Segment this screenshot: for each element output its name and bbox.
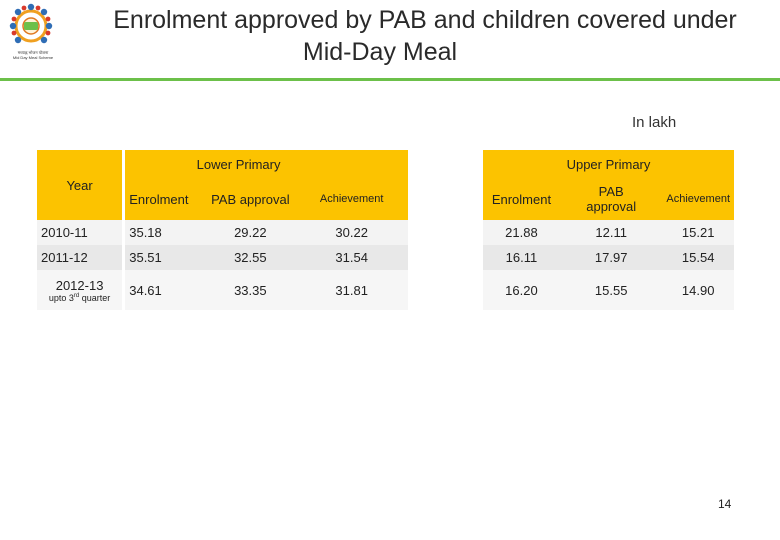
logo-caption-hindi: मध्याह्न भोजन योजना [17, 50, 49, 55]
year-cell: 2010-11 [37, 220, 123, 245]
value-cell: 15.55 [559, 270, 663, 310]
lower-primary-header: Lower Primary [125, 150, 408, 178]
sub-header-row: Enrolment PAB approval Achievement Enrol… [37, 178, 734, 220]
year-header-label: Year [66, 177, 93, 193]
upper-primary-header: Upper Primary [482, 150, 734, 178]
unit-label: In lakh [632, 114, 677, 131]
logo-caption: मध्याह्न भोजन योजना Mid Day Meal Scheme [6, 50, 60, 60]
enrolment-table: Year Lower Primary Upper Primary Enrolme… [37, 150, 734, 310]
upper-enrolment-header: Enrolment [482, 178, 560, 220]
header-bar: मध्याह्न भोजन योजना Mid Day Meal Scheme … [0, 0, 780, 81]
page-number: 14 [718, 497, 732, 511]
table-row: 2012-13 upto 3rd quarter 34.61 33.35 31.… [37, 270, 734, 310]
mid-day-meal-logo: मध्याह्न भोजन योजना Mid Day Meal Scheme [2, 2, 60, 70]
upper-achievement-header: Achievement [662, 178, 734, 220]
logo-caption-english: Mid Day Meal Scheme [12, 55, 54, 60]
page-title-line1: Enrolment approved by PAB and children c… [113, 6, 737, 34]
value-cell: 31.81 [295, 270, 408, 310]
value-cell: 33.35 [205, 270, 296, 310]
value-cell: 16.20 [482, 270, 560, 310]
value-cell: 21.88 [482, 220, 560, 245]
page-title-line2: Mid-Day Meal [302, 38, 458, 66]
page-title: Enrolment approved by PAB and children c… [70, 4, 780, 68]
value-cell: 17.97 [559, 245, 663, 270]
logo-ring-icon [9, 3, 53, 44]
value-cell: 31.54 [295, 245, 408, 270]
value-cell: 15.21 [662, 220, 734, 245]
year-note: upto 3rd quarter [48, 292, 111, 303]
upper-pab-header-line1: PAB [598, 184, 624, 199]
year-cell: 2012-13 upto 3rd quarter [37, 270, 123, 310]
value-cell: 35.51 [125, 245, 206, 270]
lower-pab-header: PAB approval [205, 178, 296, 220]
value-cell: 14.90 [662, 270, 734, 310]
value-cell: 15.54 [662, 245, 734, 270]
value-cell: 29.22 [205, 220, 296, 245]
table-row: 2010-11 35.18 29.22 30.22 21.88 12.11 15… [37, 220, 734, 245]
year-header: Year [37, 150, 123, 220]
upper-pab-header: PAB approval [559, 178, 663, 220]
value-cell: 16.11 [482, 245, 560, 270]
value-cell: 32.55 [205, 245, 296, 270]
table-row: 2011-12 35.51 32.55 31.54 16.11 17.97 15… [37, 245, 734, 270]
upper-pab-header-line2: approval [586, 199, 637, 214]
year-cell: 2011-12 [37, 245, 123, 270]
value-cell: 35.18 [125, 220, 206, 245]
value-cell: 30.22 [295, 220, 408, 245]
group-header-row: Year Lower Primary Upper Primary [37, 150, 734, 220]
lower-enrolment-header: Enrolment [125, 178, 206, 220]
value-cell: 34.61 [125, 270, 206, 310]
year-label: 2012-13 [55, 277, 104, 293]
lower-achievement-header: Achievement [295, 178, 408, 220]
value-cell: 12.11 [559, 220, 663, 245]
